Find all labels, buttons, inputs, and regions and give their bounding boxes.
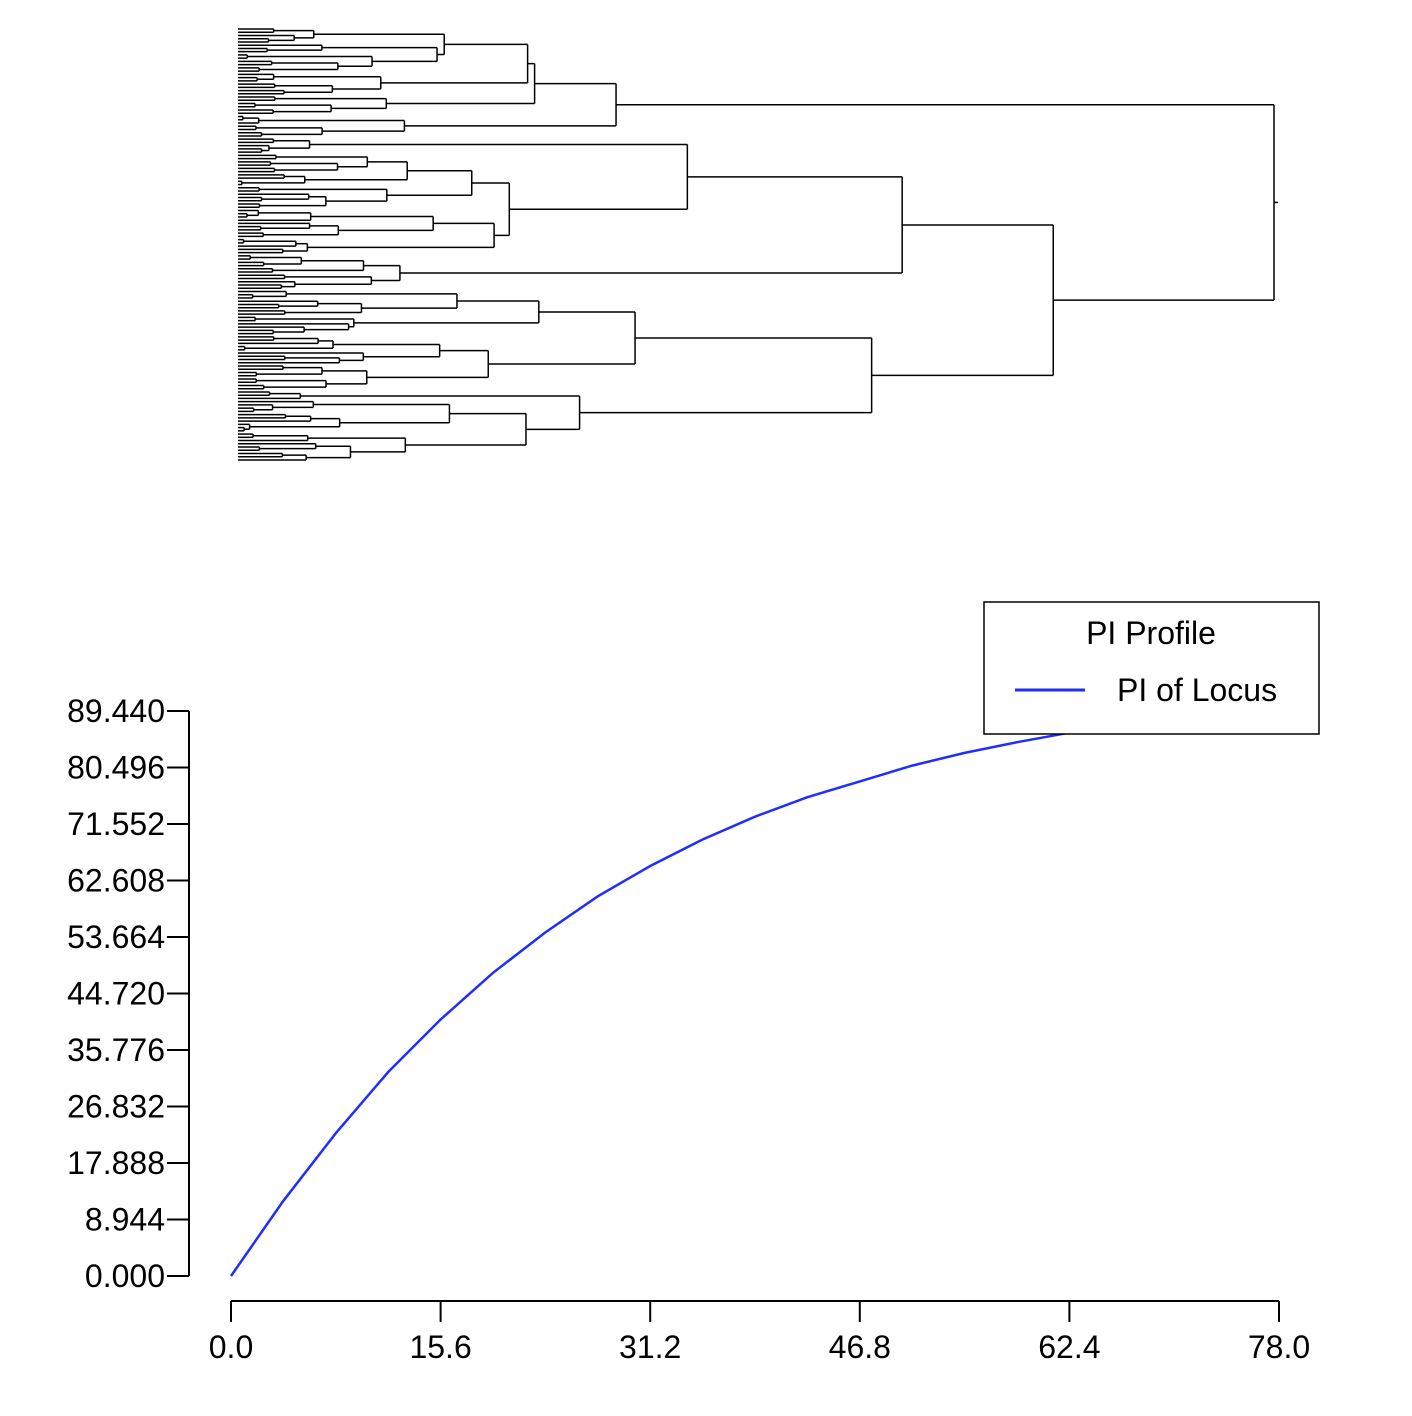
x-tick-label: 46.8 (829, 1329, 891, 1365)
x-tick-label: 62.4 (1038, 1329, 1100, 1365)
y-tick-label: 62.608 (67, 863, 165, 899)
y-tick-label: 44.720 (67, 976, 165, 1012)
series-line-pi-of-locus (229, 712, 1280, 1277)
x-tick-label: 78.0 (1248, 1329, 1310, 1365)
y-tick-label: 26.832 (67, 1089, 165, 1125)
x-axis: 0.0 15.6 31.2 46.8 62.4 78.0 (209, 1300, 1310, 1365)
y-tick-label: 0.000 (85, 1258, 165, 1294)
y-tick-label: 53.664 (67, 919, 165, 955)
y-tick-label: 89.440 (67, 693, 165, 729)
line-chart: 0.000 8.944 17.888 26.832 35.776 44.720 53.664… (67, 601, 1320, 1365)
x-tick-label: 31.2 (619, 1329, 681, 1365)
y-tick-label: 35.776 (67, 1032, 165, 1068)
y-tick-label: 8.944 (85, 1202, 165, 1238)
y-tick-label: 71.552 (67, 806, 165, 842)
x-tick-label: 15.6 (409, 1329, 471, 1365)
legend: PI Profile PI of Locus (983, 601, 1320, 735)
y-axis: 0.000 8.944 17.888 26.832 35.776 44.720 53.664… (67, 693, 190, 1294)
y-tick-label: 17.888 (67, 1145, 165, 1181)
dendrogram (238, 28, 1278, 461)
legend-entry-label: PI of Locus (1117, 672, 1277, 708)
y-tick-label: 80.496 (67, 750, 165, 786)
legend-title: PI Profile (1086, 615, 1216, 651)
legend-box (983, 601, 1320, 735)
x-tick-label: 0.0 (209, 1329, 253, 1365)
